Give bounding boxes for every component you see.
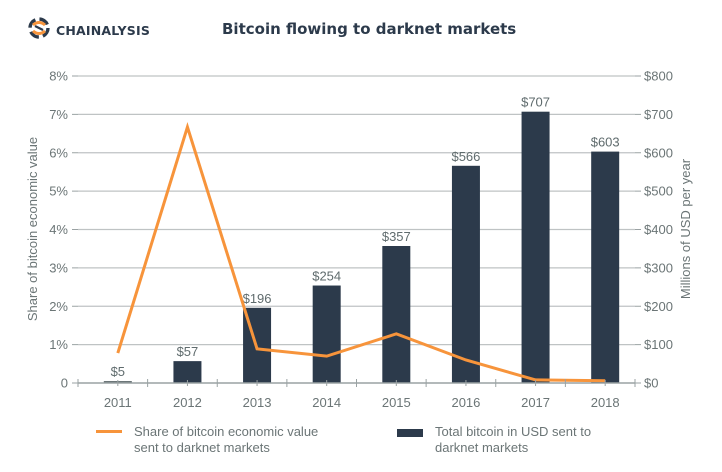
chainalysis-logo-icon	[28, 17, 50, 44]
right-axis-tick-label: $300	[644, 260, 673, 275]
right-axis-tick-label: $200	[644, 299, 673, 314]
left-axis-tick-label: 4%	[49, 222, 68, 237]
x-axis: 2011 2012 2013 2014 2015 2016 2017 2018	[77, 379, 636, 410]
bar-label-2015: $357	[382, 229, 411, 244]
brand-name: CHAINALYSIS	[56, 23, 151, 38]
left-axis-tick-label: 5%	[49, 184, 68, 199]
bar-2017	[521, 111, 550, 383]
right-axis-tick-label: $0	[644, 376, 658, 391]
left-axis-tick-label: 3%	[49, 260, 68, 275]
x-axis-tick-label: 2016	[451, 395, 480, 410]
left-axis-tick-label: 2%	[49, 299, 68, 314]
left-axis-tick-label: 8%	[49, 69, 68, 84]
left-axis-tick-label: 0	[61, 376, 68, 391]
x-axis-tick-label: 2014	[312, 395, 341, 410]
legend-item-share: Share of bitcoin economic value sent to …	[96, 424, 344, 456]
brand-logo: CHAINALYSIS	[28, 17, 150, 44]
bar-2016	[451, 165, 480, 383]
x-axis-tick-label: 2017	[521, 395, 550, 410]
x-axis-tick-label: 2013	[243, 395, 272, 410]
bar-label-2011: $5	[111, 364, 125, 379]
bar-2014	[312, 285, 341, 383]
bar-2015	[382, 246, 411, 383]
bar-label-2013: $196	[243, 291, 272, 306]
x-axis-tick-label: 2015	[382, 395, 411, 410]
left-axis-title: Share of bitcoin economic value	[25, 137, 40, 321]
bar-label-2014: $254	[312, 269, 341, 284]
bar-label-2016: $566	[451, 149, 480, 164]
right-y-axis: $0 $100 $200 $300 $400 $500 $600 $700 $800	[635, 69, 673, 391]
right-axis-tick-label: $400	[644, 222, 673, 237]
x-axis-tick-label: 2012	[173, 395, 202, 410]
bar-2018	[591, 151, 620, 383]
share-line	[116, 121, 606, 383]
left-y-axis: 0 1% 2% 3% 4% 5% 6% 7% 8%	[49, 69, 78, 391]
legend-bar-swatch	[397, 429, 423, 437]
legend-item-total: Total bitcoin in USD sent to darknet mar…	[397, 424, 615, 456]
chart-title: Bitcoin flowing to darknet markets	[222, 20, 517, 38]
legend-label: Total bitcoin in USD sent to darknet mar…	[435, 424, 592, 455]
x-axis-tick-label: 2011	[104, 395, 132, 410]
right-axis-tick-label: $500	[644, 184, 673, 199]
left-axis-tick-label: 1%	[49, 337, 68, 352]
bar-series	[103, 111, 620, 383]
right-axis-tick-label: $600	[644, 145, 673, 160]
right-axis-title: Millions of USD per year	[678, 158, 693, 299]
legend-line-swatch	[96, 430, 122, 433]
bar-label-2017: $707	[521, 95, 550, 110]
bar-data-labels: $5 $57 $196 $254 $357 $566 $707 $603	[111, 95, 620, 379]
bar-label-2012: $57	[177, 344, 199, 359]
legend-label: Share of bitcoin economic value sent to …	[134, 424, 319, 455]
x-axis-tick-label: 2018	[591, 395, 620, 410]
left-axis-tick-label: 6%	[49, 145, 68, 160]
left-axis-tick-label: 7%	[49, 107, 68, 122]
right-axis-tick-label: $800	[644, 69, 673, 84]
bar-2012	[173, 361, 202, 383]
bar-label-2018: $603	[591, 135, 620, 150]
right-axis-tick-label: $100	[644, 337, 673, 352]
right-axis-tick-label: $700	[644, 107, 673, 122]
